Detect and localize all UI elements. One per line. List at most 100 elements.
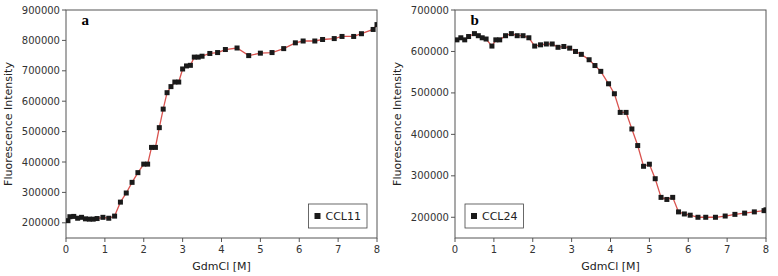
point (618, 110, 623, 115)
x-tick-label: 6 (685, 244, 691, 255)
point (742, 211, 747, 216)
y-tick-label: 700000 (411, 5, 449, 16)
point (118, 200, 123, 205)
point (635, 143, 640, 148)
y-tick-label: 800000 (22, 35, 60, 46)
point (207, 51, 212, 56)
fit-line (68, 25, 377, 221)
y-tick (62, 222, 66, 223)
x-tick-label: 8 (763, 244, 769, 255)
point (509, 31, 514, 36)
legend-label: CCL11 (326, 210, 362, 223)
x-tick-label: 7 (724, 244, 730, 255)
x-tick (649, 238, 650, 242)
y-tick-label: 400000 (411, 129, 449, 140)
x-tick-label: 3 (568, 244, 574, 255)
point (293, 40, 298, 45)
point (100, 215, 105, 220)
point (653, 176, 658, 181)
point (215, 50, 220, 55)
point (371, 27, 376, 32)
y-tick-label: 200000 (411, 212, 449, 223)
point (659, 195, 664, 200)
x-tick (571, 238, 572, 242)
y-tick (62, 40, 66, 41)
x-tick-label: 1 (491, 244, 497, 255)
y-tick (451, 175, 455, 176)
y-tick-label: 400000 (22, 157, 60, 168)
point (688, 213, 693, 218)
x-tick (143, 238, 144, 242)
legend-box (309, 204, 368, 228)
point (312, 39, 317, 44)
point (544, 41, 549, 46)
point (538, 42, 543, 47)
legend-box (465, 204, 524, 228)
point (664, 197, 669, 202)
x-tick-label: 5 (257, 244, 263, 255)
point (556, 45, 561, 50)
y-tick (62, 101, 66, 102)
point (695, 215, 700, 220)
point (703, 215, 708, 220)
y-tick-label: 600000 (411, 46, 449, 57)
point (579, 52, 584, 57)
panel: 0123456782000003000004000005000006000007… (2, 5, 380, 274)
x-tick (727, 238, 728, 242)
point (165, 90, 170, 95)
y-tick (62, 162, 66, 163)
y-tick (451, 134, 455, 135)
point (95, 216, 100, 221)
point (320, 37, 325, 42)
y-tick (62, 131, 66, 132)
point (176, 80, 181, 85)
x-tick-label: 2 (141, 244, 147, 255)
point (532, 44, 537, 49)
y-tick (451, 10, 455, 11)
point (676, 209, 681, 214)
point (606, 81, 611, 86)
point (629, 126, 634, 131)
point (624, 110, 629, 115)
x-tick (260, 238, 261, 242)
y-tick (451, 92, 455, 93)
point (723, 214, 728, 219)
x-tick (377, 238, 378, 242)
point (567, 46, 572, 51)
x-tick-label: 0 (452, 244, 458, 255)
point (682, 211, 687, 216)
x-tick-label: 7 (335, 244, 341, 255)
point (592, 63, 597, 68)
point (526, 35, 531, 40)
point (764, 207, 767, 212)
x-tick (299, 238, 300, 242)
point (340, 34, 345, 39)
x-tick (338, 238, 339, 242)
y-tick (62, 70, 66, 71)
legend-label: CCL24 (482, 210, 518, 223)
point (598, 69, 603, 74)
point (145, 162, 150, 167)
point (200, 54, 205, 59)
point (550, 41, 555, 46)
point (503, 33, 508, 38)
point (301, 39, 306, 44)
point (332, 36, 337, 41)
point (670, 195, 675, 200)
point (258, 51, 263, 56)
point (157, 125, 162, 130)
point (161, 107, 166, 112)
x-tick (221, 238, 222, 242)
x-axis-label: GdmCl [M] (192, 260, 251, 273)
point (130, 180, 135, 185)
y-tick-label: 500000 (411, 87, 449, 98)
point (713, 215, 718, 220)
panel-label: a (82, 12, 90, 28)
point (359, 31, 364, 36)
point (612, 91, 617, 96)
point (497, 37, 502, 42)
point (515, 33, 520, 38)
data-layer (455, 31, 766, 220)
x-tick-label: 8 (374, 244, 380, 255)
y-tick (62, 10, 66, 11)
